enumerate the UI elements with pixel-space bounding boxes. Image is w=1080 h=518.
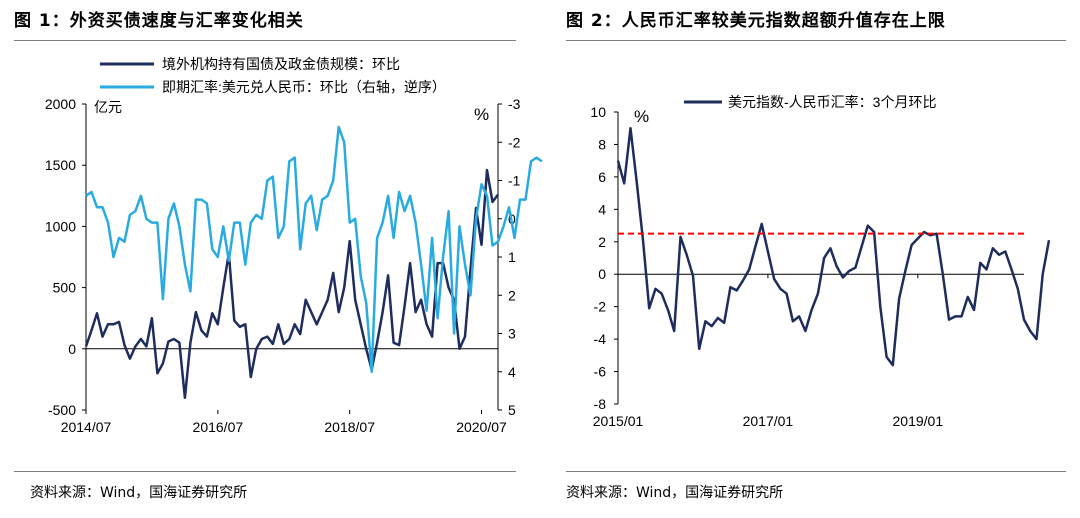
chart2-ytick-label: 6 <box>598 169 606 185</box>
chart1-ytick-left-label: 500 <box>53 280 77 296</box>
chart2-ytick-label: -8 <box>594 396 607 412</box>
chart1-ytick-right-label: -3 <box>508 96 521 112</box>
chart2-ytick-label: 0 <box>598 266 606 282</box>
chart1-xtick-label: 2018/07 <box>324 419 375 435</box>
figure2-bottom-rule <box>566 471 1066 472</box>
chart2-xtick-label: 2017/01 <box>743 413 794 429</box>
chart1-ytick-right-label: 3 <box>508 326 516 342</box>
chart1-legend-label-2: 即期汇率:美元兑人民币：环比（右轴，逆序） <box>162 79 446 95</box>
chart1-ytick-right-label: 1 <box>508 249 516 265</box>
chart1-ytick-left-label: 2000 <box>45 96 76 112</box>
chart1-ytick-right-label: 4 <box>508 364 516 380</box>
figure1-title: 图 1：外资买债速度与汇率变化相关 <box>14 11 304 31</box>
chart1-right-unit: % <box>474 105 489 124</box>
chart2-unit: % <box>634 107 649 126</box>
chart1-xtick-label: 2020/07 <box>456 419 507 435</box>
chart2-ytick-label: 8 <box>598 136 606 152</box>
chart1-ytick-right-label: 5 <box>508 402 516 418</box>
chart1-series-line-1 <box>84 168 499 400</box>
chart1-ytick-right-label: -1 <box>508 173 521 189</box>
figure1-bottom-rule <box>14 471 516 472</box>
figure2-top-rule <box>566 40 1066 41</box>
chart1-legend-label-1: 境外机构持有国债及政金债规模：环比 <box>162 56 400 72</box>
chart1-ytick-left-label: 1500 <box>45 157 76 173</box>
chart2-ytick-label: 2 <box>598 234 606 250</box>
chart2-ytick-label: -2 <box>594 299 607 315</box>
chart1-ytick-left-label: 1000 <box>45 218 76 234</box>
chart1-xtick-label: 2014/07 <box>61 419 112 435</box>
chart1-xtick-label: 2016/07 <box>193 419 244 435</box>
figure2-source: 资料来源：Wind，国海证券研究所 <box>566 485 784 501</box>
chart1-ytick-right-label: 2 <box>508 287 516 303</box>
figure2-title: 图 2：人民币汇率较美元指数超额升值存在上限 <box>566 11 946 31</box>
figure1-source: 资料来源：Wind，国海证券研究所 <box>30 485 248 501</box>
chart2-ytick-label: -6 <box>594 364 607 380</box>
chart2-ytick-label: -4 <box>594 331 607 347</box>
chart1-left-unit: 亿元 <box>94 99 122 115</box>
chart1-ytick-left-label: 0 <box>68 341 76 357</box>
chart1-series-line-2 <box>85 125 543 374</box>
figure1-top-rule <box>14 40 516 41</box>
chart1-ytick-left-label: -500 <box>48 402 76 418</box>
chart2-ytick-label: 10 <box>590 104 606 120</box>
chart2-xtick-label: 2019/01 <box>893 413 944 429</box>
chart2-ytick-label: 4 <box>598 201 606 217</box>
chart2-xtick-label: 2015/01 <box>593 413 644 429</box>
chart1-ytick-right-label: -2 <box>508 134 521 150</box>
chart2-legend-label: 美元指数-人民币汇率：3个月环比 <box>728 94 936 110</box>
chart2-series-line <box>616 126 1051 367</box>
